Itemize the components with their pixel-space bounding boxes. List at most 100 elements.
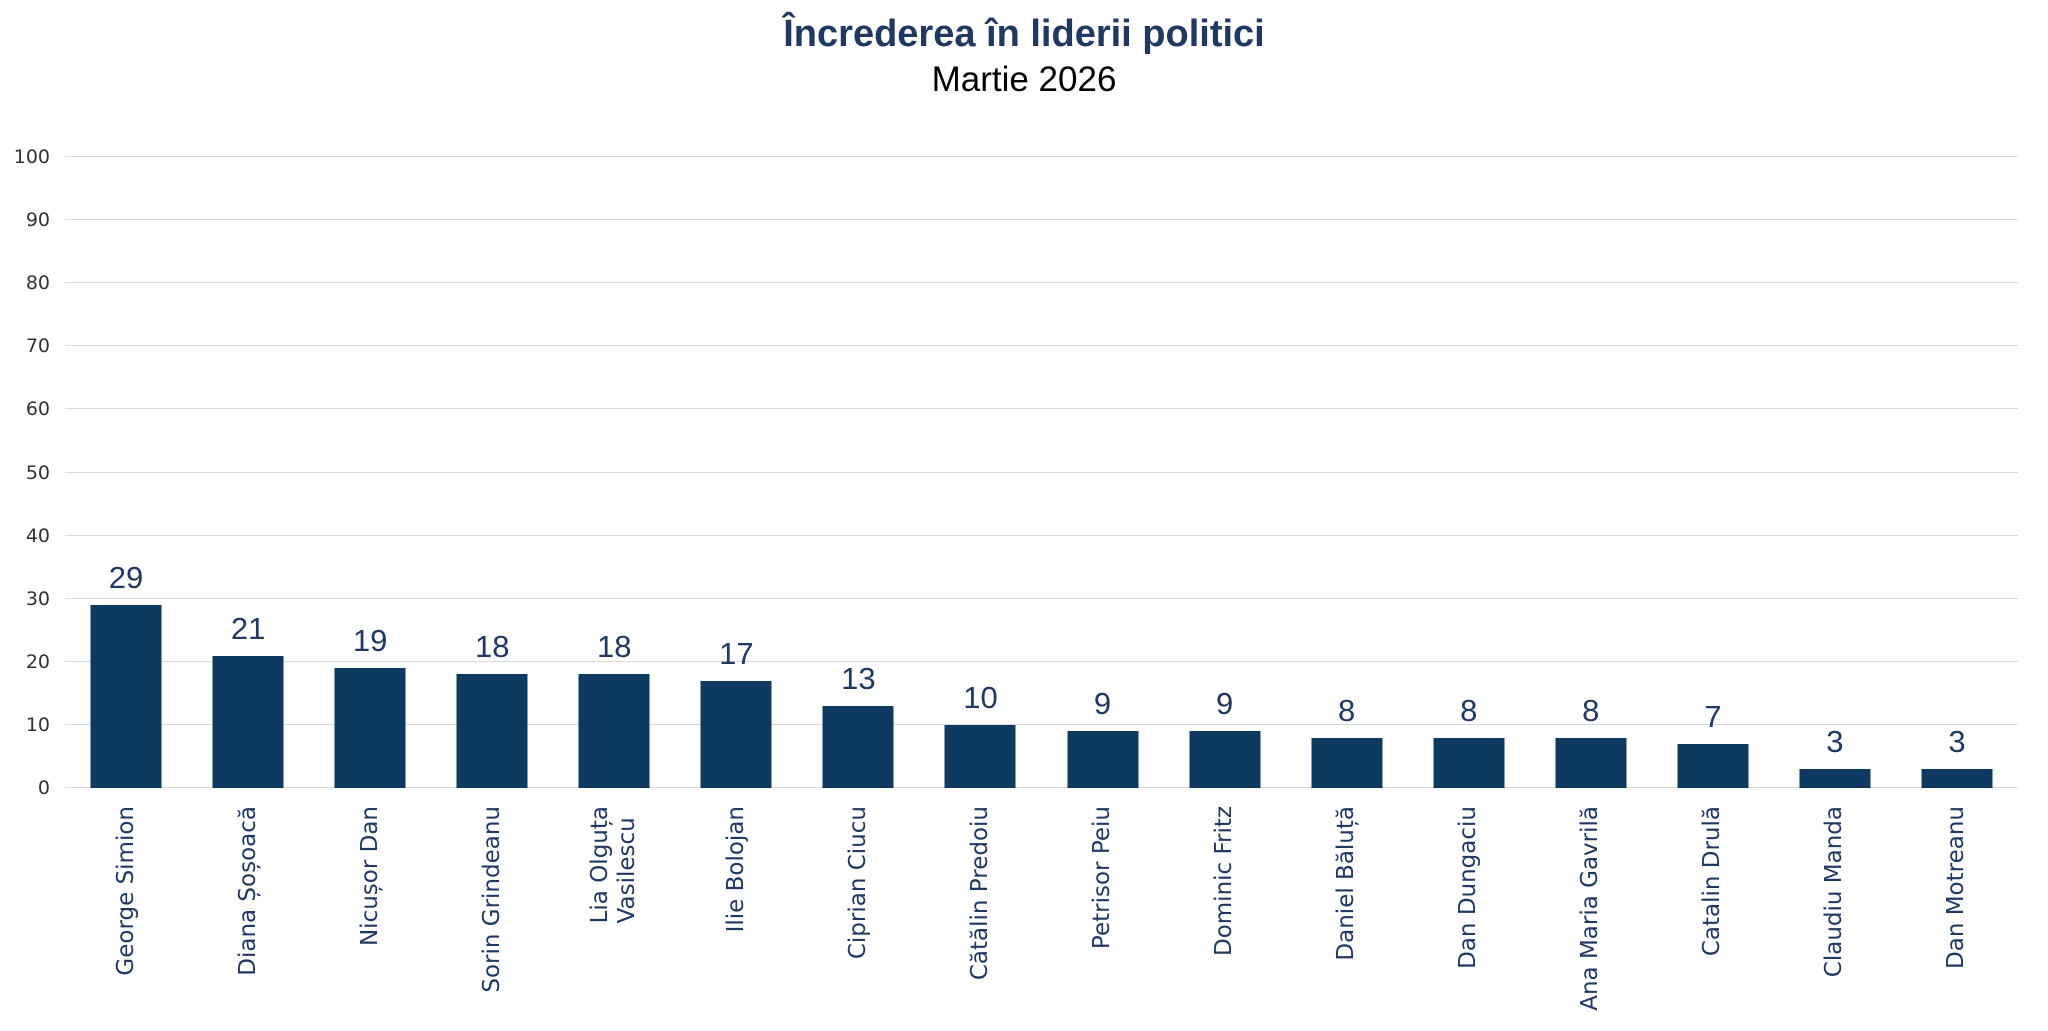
- category-axis: George Simion Diana Șoșoacă Nicușor Dan Sor…: [65, 806, 2018, 1026]
- bar-slot: 8: [1286, 157, 1408, 788]
- bar: [1921, 769, 1993, 788]
- bar: [1311, 737, 1383, 788]
- category-label-line: Dan Dungaciu: [1455, 806, 1482, 969]
- category-slot: George Simion: [65, 806, 187, 976]
- category-label-line: Nicușor Dan: [356, 806, 383, 947]
- y-tick-label: 30: [25, 587, 50, 610]
- bar-slot: 9: [1164, 157, 1286, 788]
- category-slot: Cătălin Predoiu: [919, 806, 1041, 980]
- bar-value-label: 8: [1338, 692, 1356, 728]
- category-label: Petrisor Peiu: [1089, 806, 1116, 949]
- category-slot: Claudiu Manda: [1774, 806, 1896, 977]
- bar: [212, 655, 284, 788]
- category-label-line: Cătălin Predoiu: [966, 806, 993, 981]
- category-label: Nicușor Dan: [357, 806, 384, 946]
- category-slot: Catalin Drulă: [1652, 806, 1774, 956]
- category-slot: Ilie Bolojan: [675, 806, 797, 932]
- gridline: [65, 408, 2018, 410]
- gridline: [65, 345, 2018, 347]
- bar: [1799, 769, 1871, 788]
- category-label: Ilie Bolojan: [723, 806, 750, 932]
- category-label: George Simion: [113, 806, 140, 976]
- bar-value-label: 13: [841, 660, 876, 696]
- category-slot: Sorin Grindeanu: [431, 806, 553, 993]
- bar-slot: 10: [919, 157, 1041, 788]
- y-tick-label: 70: [25, 335, 50, 358]
- bar-value-label: 3: [1826, 724, 1844, 760]
- y-tick-label: 100: [13, 146, 50, 168]
- bar-value-label: 17: [719, 635, 754, 671]
- gridline: [65, 219, 2018, 221]
- y-tick-label: 20: [25, 650, 50, 673]
- category-label: Sorin Grindeanu: [479, 806, 506, 993]
- category-label: Lia Olguța Vasilescu: [587, 806, 641, 923]
- gridline: [65, 787, 2018, 788]
- category-slot: Daniel Băluță: [1286, 806, 1408, 961]
- bar-slot: 18: [553, 157, 675, 788]
- gridline: [65, 660, 2018, 662]
- bar: [90, 605, 162, 788]
- category-label-line: Sorin Grindeanu: [478, 806, 505, 993]
- category-slot: Dan Motreanu: [1896, 806, 2018, 969]
- y-tick-label: 40: [25, 524, 50, 547]
- gridline: [65, 597, 2018, 599]
- bar-slot: 17: [675, 157, 797, 788]
- bar: [456, 674, 528, 788]
- category-label: Dan Dungaciu: [1455, 806, 1482, 969]
- y-tick-label: 0: [37, 777, 50, 799]
- bar: [1677, 743, 1749, 788]
- bar-slot: 9: [1042, 157, 1164, 788]
- gridline: [65, 471, 2018, 473]
- category-label-line: Claudiu Manda: [1821, 806, 1848, 978]
- bar-value-label: 7: [1704, 698, 1722, 734]
- bar-value-label: 29: [108, 560, 144, 596]
- bar: [822, 705, 894, 788]
- bar: [334, 668, 406, 788]
- category-slot: Lia Olguța Vasilescu: [553, 806, 675, 923]
- bar-slot: 18: [431, 157, 553, 788]
- category-label-line: Lia Olguța: [587, 806, 614, 924]
- category-slot: Ciprian Ciucu: [797, 806, 919, 959]
- category-label-line: Dan Motreanu: [1943, 806, 1970, 969]
- gridline: [65, 534, 2018, 536]
- bar-slot: 29: [65, 157, 187, 788]
- category-label: Catalin Drulă: [1699, 806, 1726, 956]
- y-axis: 0 10 20 30 40 50 60 70 80 90 100: [0, 146, 56, 799]
- y-tick-label: 60: [25, 398, 50, 421]
- bar-slot: 3: [1774, 157, 1896, 788]
- bar: [1067, 731, 1139, 788]
- bar-value-label: 21: [230, 610, 266, 646]
- bar-value-label: 19: [352, 623, 388, 659]
- bar: [1433, 737, 1505, 788]
- y-tick-label: 50: [25, 461, 50, 484]
- category-label-line: Petrisor Peiu: [1089, 806, 1116, 950]
- category-slot: Nicușor Dan: [309, 806, 431, 946]
- bar-slot: 8: [1530, 157, 1652, 788]
- bar: [1555, 737, 1627, 788]
- chart-header: Încrederea în liderii politici Martie 20…: [0, 12, 2048, 100]
- category-label: Dominic Fritz: [1211, 806, 1238, 956]
- y-tick-label: 90: [25, 209, 50, 232]
- bar: [578, 674, 650, 788]
- plot-area: 29 21 19 18 18 17 13 10 9 9 8 8 8 7 3 3: [65, 156, 2018, 788]
- bar-value-label: 8: [1582, 692, 1600, 728]
- y-tick-label: 80: [25, 272, 50, 295]
- category-label-line: Catalin Drulă: [1699, 806, 1726, 957]
- category-label: Daniel Băluță: [1333, 806, 1360, 961]
- bar-slot: 3: [1896, 157, 2018, 788]
- bar-value-label: 18: [474, 629, 510, 665]
- bar-slot: 21: [187, 157, 309, 788]
- category-label: Ciprian Ciucu: [845, 806, 872, 959]
- bar-value-label: 9: [1215, 686, 1234, 722]
- gridline: [65, 723, 2018, 725]
- bar: [944, 724, 1016, 788]
- category-label-line: Dominic Fritz: [1211, 806, 1238, 956]
- bar-value-label: 3: [1948, 724, 1966, 760]
- category-label-line: Ciprian Ciucu: [844, 806, 871, 960]
- category-label: Ana Maria Gavrilă: [1577, 806, 1604, 1011]
- bar-value-label: 10: [963, 679, 998, 715]
- bar-value-label: 9: [1093, 686, 1112, 722]
- category-label-line: Vasilescu: [614, 817, 641, 924]
- category-label-line: George Simion: [112, 806, 139, 976]
